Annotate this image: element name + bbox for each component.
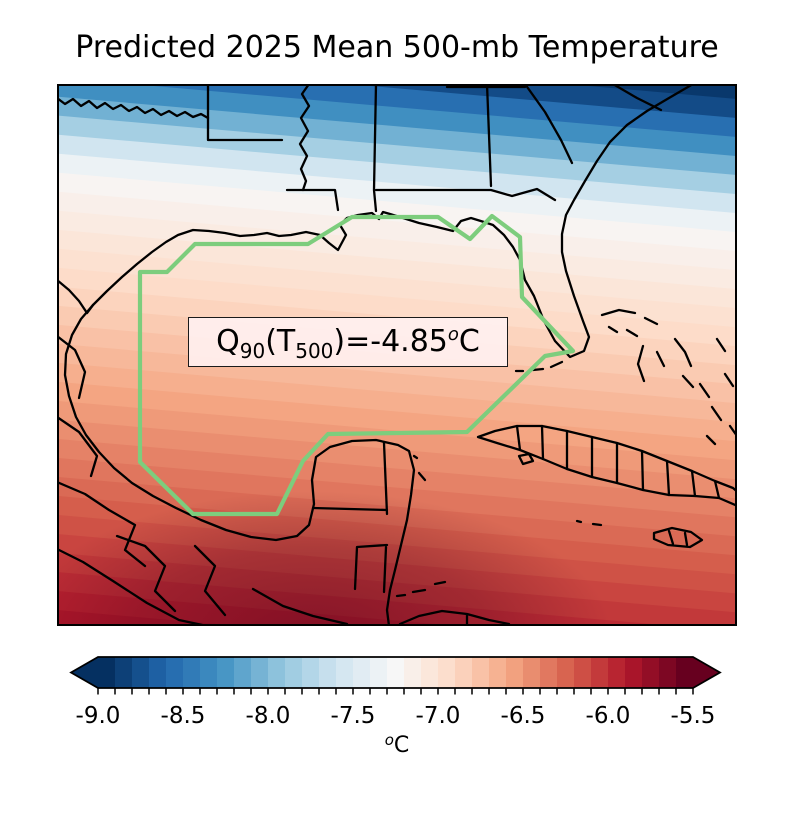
red-river-tx-ok-border: [57, 96, 210, 120]
colorbar-right-arrow: [693, 657, 720, 688]
colorbar-left-arrow: [71, 657, 98, 688]
ms-al-border: [372, 84, 378, 213]
colorbar-tick-label: -8.0: [246, 703, 291, 729]
fl-ga-border: [374, 187, 557, 202]
annotation-t-sub: 500: [295, 339, 334, 363]
colorbar-tick-label: -5.5: [671, 703, 716, 729]
mexico-interior-borders: [57, 334, 349, 626]
colorbar-tick-label: -6.0: [586, 703, 631, 729]
annotation-equals: )=: [333, 324, 371, 359]
annotation-value: -4.85: [370, 324, 448, 359]
florida-keys: [514, 360, 564, 373]
tx-ar-la-borders: [206, 84, 284, 142]
figure-title: Predicted 2025 Mean 500-mb Temperature: [75, 30, 719, 65]
al-ga-border: [485, 84, 493, 188]
honduras-coastline: [395, 580, 511, 626]
gulf-atlantic-coastline: [63, 84, 695, 626]
q90-annotation: Q90(T500)=-4.85oC: [188, 317, 508, 367]
cayman-islands: [575, 519, 603, 527]
isle-of-youth: [517, 452, 535, 466]
la-ms-31n-border: [285, 188, 340, 212]
colorbar-ticks: [97, 688, 694, 695]
colorbar-unit-text: C: [393, 733, 410, 758]
annotation-q: Q: [216, 324, 240, 359]
colorbar-segments: [98, 657, 694, 688]
annotation-t: (T: [265, 324, 296, 359]
cozumel-island: [412, 454, 427, 482]
annotation-unit: C: [458, 324, 480, 359]
colorbar-tick-label: -6.5: [501, 703, 546, 729]
bahamas-islands: [600, 308, 737, 446]
colorbar-tick-labels: -9.0 -8.5 -8.0 -7.5 -7.0 -6.5 -6.0 -5.5: [76, 703, 716, 729]
colorbar-unit-label: oC: [57, 731, 737, 761]
colorbar: -9.0 -8.5 -8.0 -7.5 -7.0 -6.5 -6.0 -5.5: [69, 656, 722, 729]
sc-nc-border: [611, 84, 663, 112]
rio-grande-border: [57, 278, 95, 315]
colorbar-unit-sup: o: [384, 731, 394, 749]
annotation-degree: o: [447, 324, 459, 345]
colorbar-tick-label: -7.5: [331, 703, 376, 729]
map-area: Q90(T500)=-4.85oC: [57, 84, 737, 626]
gulf-region-outline: [137, 213, 576, 517]
jamaica-outline: [652, 526, 704, 549]
colorbar-tick-label: -9.0: [76, 703, 121, 729]
mississippi-river-border: [298, 84, 311, 192]
annotation-q-sub: 90: [239, 339, 266, 363]
map-border: [57, 84, 737, 626]
ga-sc-border: [523, 84, 574, 165]
coastlines-and-borders: [57, 84, 737, 626]
pacific-coastline: [57, 547, 209, 626]
cuba-province-borders: [515, 424, 721, 500]
colorbar-tick-label: -8.5: [161, 703, 206, 729]
yucatan-state-borders: [311, 441, 389, 594]
warm-pocket-shading: [57, 491, 612, 626]
colorbar-tick-label: -7.0: [416, 703, 461, 729]
